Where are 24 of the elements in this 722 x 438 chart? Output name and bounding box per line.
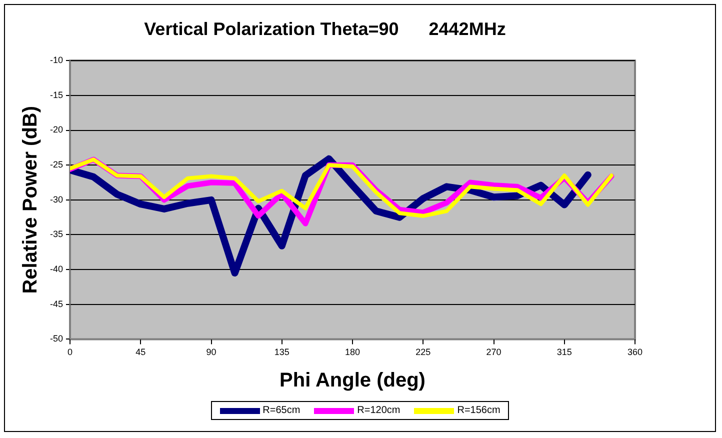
y-tick-label: -50 bbox=[50, 334, 64, 344]
legend-label: R=120cm bbox=[357, 405, 400, 416]
x-tick-label: 180 bbox=[344, 347, 360, 358]
y-tick-label: -20 bbox=[50, 124, 64, 135]
x-tick-label: 0 bbox=[68, 347, 73, 358]
x-tick-label: 225 bbox=[416, 347, 431, 358]
x-axis-title: Phi Angle (deg) bbox=[280, 370, 426, 392]
legend-label: R=65cm bbox=[262, 405, 300, 416]
x-tick-label: 315 bbox=[556, 347, 572, 358]
x-tick-label: 360 bbox=[627, 347, 643, 358]
y-tick-label: -35 bbox=[50, 229, 64, 240]
x-tick-label: 45 bbox=[136, 347, 146, 358]
y-tick-label: -30 bbox=[50, 194, 64, 204]
y-axis-title: Relative Power (dB) bbox=[20, 106, 42, 294]
y-tick-label: -15 bbox=[50, 90, 64, 100]
y-tick-label: -45 bbox=[50, 298, 64, 309]
x-tick-label: 270 bbox=[486, 347, 502, 358]
chart-title: Vertical Polarization Theta=90 2442MHz bbox=[144, 18, 506, 39]
x-tick-label: 90 bbox=[206, 347, 216, 358]
x-tick-label: 135 bbox=[274, 347, 290, 358]
y-tick-label: -10 bbox=[50, 55, 64, 66]
y-tick-label: -40 bbox=[50, 264, 64, 274]
y-tick-label: -25 bbox=[50, 160, 64, 170]
legend-label: R=156cm bbox=[457, 405, 500, 416]
